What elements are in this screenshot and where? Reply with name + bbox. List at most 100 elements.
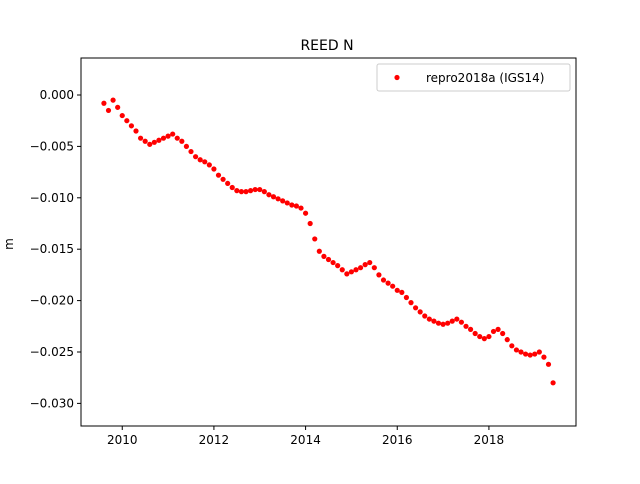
data-point xyxy=(124,118,130,124)
data-point xyxy=(513,347,520,353)
plot-area-frame xyxy=(80,57,577,427)
data-point xyxy=(371,265,377,271)
data-point xyxy=(495,326,501,332)
data-point xyxy=(160,135,167,141)
data-point xyxy=(422,313,428,319)
y-tick-label: −0.005 xyxy=(30,139,74,153)
y-tick-label: −0.030 xyxy=(30,396,74,410)
data-point xyxy=(390,283,396,289)
data-point xyxy=(211,166,217,172)
data-point xyxy=(261,189,267,195)
data-point xyxy=(385,280,391,286)
data-point xyxy=(257,186,263,193)
data-point xyxy=(518,349,524,355)
y-axis: 0.000 −0.005 −0.010 −0.015 −0.020 −0.025 −0.03… xyxy=(30,88,81,410)
data-point xyxy=(412,305,419,311)
data-point xyxy=(234,188,240,194)
data-point xyxy=(321,253,327,259)
data-point xyxy=(197,157,203,163)
data-point xyxy=(458,319,465,325)
data-point xyxy=(275,196,281,202)
data-point xyxy=(247,188,254,194)
y-axis-label: m xyxy=(2,238,16,250)
y-tick-label: 0.000 xyxy=(40,88,74,102)
data-point xyxy=(403,294,410,301)
legend-label: repro2018a (IGS14) xyxy=(426,71,544,85)
data-point xyxy=(183,143,190,150)
data-point xyxy=(316,248,322,254)
data-point xyxy=(541,354,547,360)
data-point xyxy=(284,200,290,206)
legend: repro2018a (IGS14) xyxy=(376,63,571,92)
x-tick-label: 2012 xyxy=(199,433,230,447)
data-point xyxy=(454,316,460,322)
data-point xyxy=(362,262,368,268)
data-point xyxy=(128,123,135,129)
data-point xyxy=(133,128,139,134)
y-tick-label: −0.025 xyxy=(30,345,74,359)
data-point xyxy=(440,321,446,327)
data-point xyxy=(142,138,148,144)
data-point xyxy=(302,210,309,216)
data-point xyxy=(151,139,157,145)
data-point xyxy=(174,135,180,141)
data-point xyxy=(165,133,171,139)
data-point xyxy=(280,198,286,204)
x-tick-label: 2014 xyxy=(290,433,321,447)
data-point xyxy=(225,180,231,187)
data-point xyxy=(119,112,125,119)
data-point xyxy=(252,186,258,193)
chart-title: REED N xyxy=(300,38,353,54)
data-point xyxy=(206,162,212,168)
data-point xyxy=(330,259,336,266)
data-point xyxy=(243,189,249,195)
data-point xyxy=(376,272,382,278)
data-point xyxy=(298,205,304,211)
data-point xyxy=(477,333,483,340)
data-point xyxy=(426,316,432,322)
data-point xyxy=(353,267,359,273)
data-point xyxy=(408,300,414,306)
data-point xyxy=(110,97,116,103)
x-axis: 2010 2012 2014 2016 2018 xyxy=(107,426,504,447)
data-point xyxy=(307,220,313,227)
data-point xyxy=(509,343,515,349)
data-point xyxy=(215,172,222,178)
x-tick-label: 2010 xyxy=(107,433,138,447)
data-point xyxy=(293,203,300,209)
data-point xyxy=(188,148,194,155)
data-point xyxy=(344,271,350,277)
legend-marker xyxy=(394,74,400,81)
data-point xyxy=(445,320,451,326)
data-point xyxy=(137,135,144,141)
data-point xyxy=(192,154,199,160)
data-point xyxy=(449,318,455,324)
data-point xyxy=(220,176,226,182)
data-point xyxy=(463,323,469,329)
data-point xyxy=(490,328,497,335)
data-point xyxy=(417,309,423,315)
data-point xyxy=(536,349,542,355)
data-point xyxy=(202,159,208,165)
y-tick-label: −0.010 xyxy=(30,191,74,205)
data-point xyxy=(367,259,373,266)
data-point xyxy=(500,330,506,337)
data-point xyxy=(115,104,121,110)
data-point xyxy=(481,336,487,342)
data-point xyxy=(289,202,295,208)
data-point xyxy=(431,318,437,324)
data-point xyxy=(270,194,277,200)
y-tick-label: −0.020 xyxy=(30,294,74,308)
data-point xyxy=(105,107,112,114)
x-tick-label: 2016 xyxy=(382,433,413,447)
data-point xyxy=(532,351,538,357)
data-point xyxy=(467,326,474,332)
data-point xyxy=(527,352,533,358)
data-points xyxy=(101,97,556,386)
data-point xyxy=(394,287,400,293)
data-point xyxy=(156,137,162,143)
data-point xyxy=(335,263,341,269)
data-point xyxy=(545,361,552,367)
y-tick-label: −0.015 xyxy=(30,242,74,256)
